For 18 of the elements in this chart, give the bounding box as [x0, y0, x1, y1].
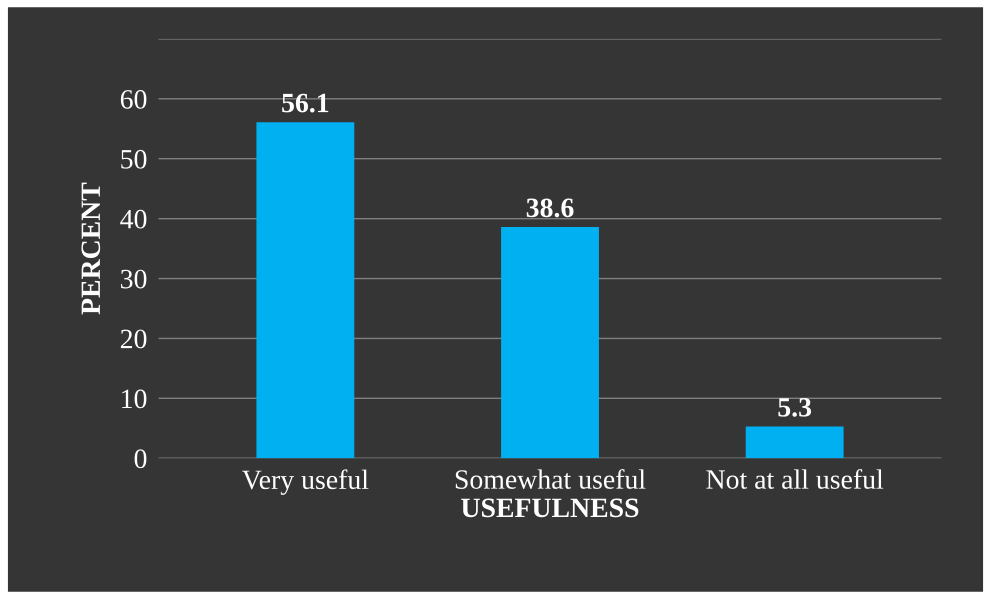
y-tick-label: 60 — [120, 90, 146, 109]
x-tick-label: Very useful — [242, 469, 368, 495]
x-tick-label: Somewhat useful — [456, 469, 646, 489]
y-tick-label: 30 — [121, 270, 146, 288]
data-label: 56.1 — [282, 94, 328, 113]
bar — [746, 426, 844, 458]
y-tick-label: 10 — [122, 390, 146, 408]
data-label: 5.3 — [778, 398, 812, 417]
y-tick-label: 40 — [120, 210, 146, 229]
y-tick-label: 50 — [121, 150, 146, 169]
x-axis-title: USEFULNESS — [461, 498, 638, 518]
bar — [501, 227, 599, 458]
y-tick-label: 20 — [120, 330, 146, 348]
bar — [256, 122, 354, 458]
y-axis-title: PERCENT — [81, 182, 100, 314]
y-tick-label: 0 — [134, 449, 146, 468]
data-label: 38.6 — [526, 198, 574, 218]
x-tick-label: Not at all useful — [706, 469, 884, 489]
